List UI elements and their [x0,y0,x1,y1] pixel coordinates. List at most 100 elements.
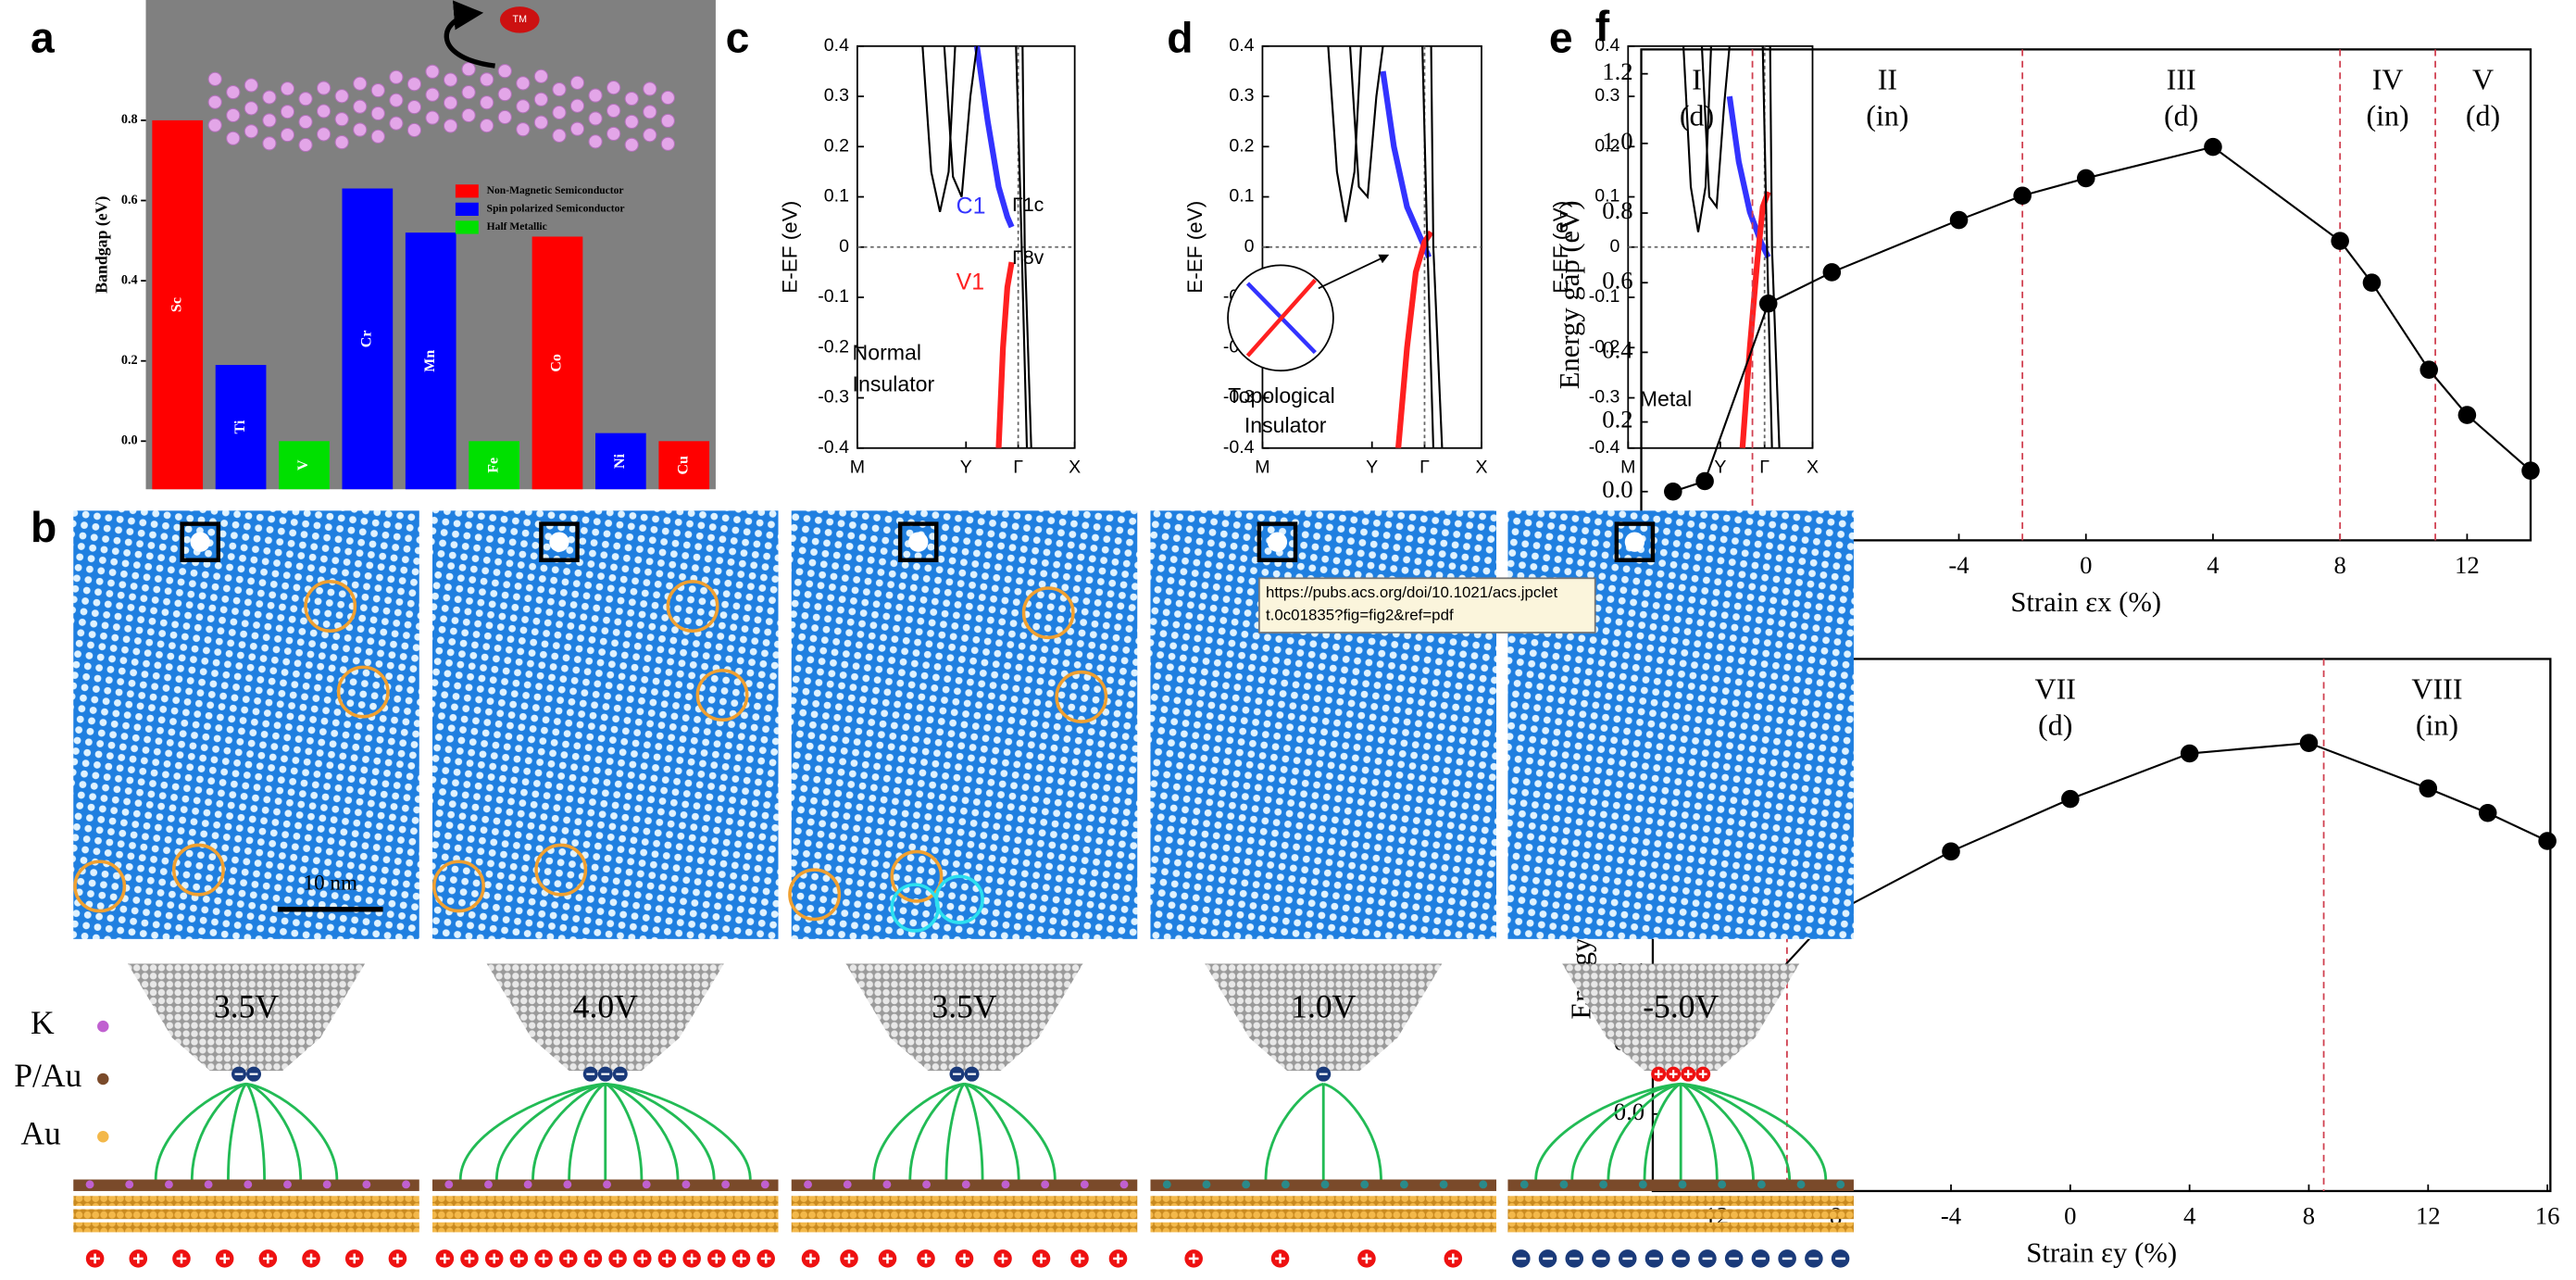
field-line [964,1082,1057,1180]
x-tick-label: 0 [2064,1201,2076,1229]
lattice-atom [516,76,531,91]
defect-circle [73,860,127,913]
au-layer [73,1209,419,1220]
surface-atom [484,1180,493,1189]
lattice-atom [262,136,277,151]
y-tick-label: 0.2 [1602,406,1632,433]
panel-label: f [1595,2,1610,50]
series-line [1726,95,1771,259]
surface-atom [1599,1180,1608,1189]
field-line [1643,1082,1682,1180]
lattice-atom [425,110,440,125]
data-point [2299,734,2319,752]
y-tick-label: 0 [1244,236,1255,257]
lattice-atom [552,128,567,144]
chart-1: 0.4 0.3 0.2 0.1 0 -0.1 -0.2 -0.3 -0.4M Y Γ X E-EF (e… [779,35,1082,478]
field-line [944,1083,966,1180]
y-tick-label: 0.0 [121,433,138,448]
defect-box [897,521,939,562]
tm-atom [499,6,540,33]
series-line [1421,45,1435,448]
surface-atom [1718,1180,1727,1189]
lattice-atom [588,88,603,103]
field-line [1607,1082,1682,1180]
lattice-atom [370,129,385,144]
y-tick-label: 0.2 [1229,135,1254,156]
defect-circle [666,580,719,633]
bar-label: Ti [232,420,248,433]
bar-label: Ni [612,453,628,469]
lattice-atom [606,103,621,119]
field-line [605,1082,752,1180]
y-tick-label: 0.1 [824,186,849,207]
surface-atom [1162,1180,1171,1189]
x-tick-label: M [1255,457,1269,477]
species-dot [97,1073,109,1085]
series-line [1021,45,1032,448]
lattice-atom [480,118,494,133]
y-tick-label: 0.2 [1594,135,1619,156]
lattice-atom [660,136,675,151]
lattice-atom [244,101,258,116]
series-line [1430,45,1444,448]
field-line [964,1082,1020,1180]
series-line [1761,45,1773,448]
legend-swatch [455,184,479,198]
x-tick-label: 8 [2303,1201,2315,1229]
species-label: K [31,1004,55,1041]
lattice-atom [262,90,277,105]
lattice-atom [207,118,222,132]
surface-atom [603,1180,611,1189]
surface-atom [402,1180,410,1189]
stm-image [1150,510,1496,939]
data-point [2331,232,2349,250]
data-point [2457,406,2477,424]
data-point [1695,471,1714,491]
panel-label: d [1167,14,1193,62]
field-line [605,1082,644,1180]
surface-atom [204,1180,213,1189]
region-label: IV [2372,62,2404,95]
data-point [2362,273,2382,293]
y-tick-label: 0.1 [1229,186,1254,207]
surface-atom [523,1180,532,1189]
surface-atom [1796,1180,1806,1189]
tm-arrow [444,0,495,69]
lattice-atom [353,122,368,137]
y-tick-label: -0.2 [1589,336,1620,357]
series-line [1769,45,1781,448]
defect-circle [1021,586,1075,640]
lattice-atom [588,111,603,126]
surface-atom [362,1180,371,1189]
lattice-atom [406,99,422,115]
region-label: (d) [2164,98,2198,132]
lattice-atom [389,69,404,84]
field-line [568,1082,606,1180]
defect-circle [431,860,485,913]
lattice-atom [370,106,385,121]
legend-label: Spin polarized Semiconductor [487,203,625,215]
data-point [2419,779,2438,798]
au-layer [1507,1196,1854,1206]
x-tick-label: X [1807,457,1819,477]
x-tick-label: Γ [1013,457,1023,477]
au-layer [791,1222,1138,1233]
field-line [227,1083,248,1180]
x-tick-label: Γ [1759,457,1769,477]
lattice-atom [624,114,639,130]
bar-label: Cu [675,456,691,475]
y-tick-label: 1.0 [1602,127,1632,155]
bar [531,236,583,490]
lattice-atom [226,107,241,123]
series-line [1380,70,1432,258]
y-tick-label: -0.4 [818,437,849,458]
y-tick-label: 0.4 [1229,35,1254,56]
series-line [973,45,1015,229]
field-line [1681,1082,1828,1180]
surface-atom [1638,1180,1647,1189]
series-line [1348,45,1384,200]
field-line [908,1082,965,1180]
au-layer [1507,1222,1854,1233]
tip [1205,963,1443,1072]
adatom [190,532,210,552]
